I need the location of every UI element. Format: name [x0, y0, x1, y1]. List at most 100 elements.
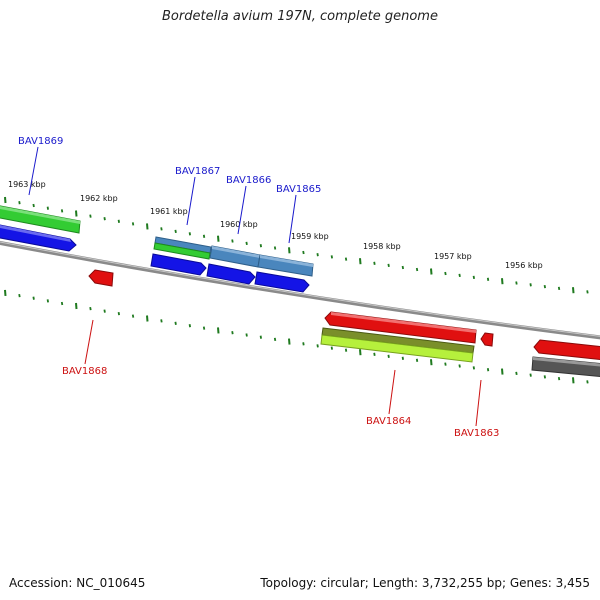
scale-tick — [174, 321, 177, 325]
scale-tick — [344, 257, 348, 261]
gene-label-bav1868[interactable]: BAV1868 — [62, 366, 107, 377]
feature-bav1867-blue[interactable] — [150, 253, 207, 276]
scale-tick — [217, 235, 220, 242]
scale-tick — [373, 261, 376, 265]
feature-bav1864-lime[interactable] — [320, 334, 474, 363]
scale-tick — [231, 331, 234, 335]
gene-label-bav1866[interactable]: BAV1866 — [226, 175, 271, 186]
scale-tick — [174, 229, 177, 234]
scale-tick — [217, 327, 220, 334]
scale-tick — [302, 342, 305, 346]
scale-tick — [515, 281, 518, 285]
feature-bav1865-steelblue[interactable] — [257, 254, 314, 277]
scale-tick — [245, 333, 248, 337]
scale-tick — [316, 344, 319, 348]
scale-tick — [586, 290, 589, 294]
scale-ticks-lower — [4, 289, 589, 384]
gene-label-bav1864[interactable]: BAV1864 — [366, 416, 411, 427]
scale-tick — [103, 217, 106, 221]
feature-right-red[interactable] — [533, 339, 600, 360]
scale-tick — [572, 377, 575, 384]
feature-bav1863-red[interactable] — [480, 332, 494, 347]
scale-tick — [529, 373, 532, 377]
scale-label-1961: 1961 kbp — [150, 207, 188, 216]
scale-tick — [4, 196, 7, 204]
gene-label-bav1869[interactable]: BAV1869 — [18, 136, 63, 147]
scale-tick — [60, 301, 64, 306]
scale-tick — [444, 271, 447, 276]
gene-label-leaders — [28, 146, 482, 427]
scale-tick — [401, 265, 404, 270]
scale-tick — [387, 354, 390, 358]
scale-tick — [415, 267, 419, 272]
scale-tick — [515, 371, 518, 376]
scale-tick — [89, 214, 92, 218]
scale-tick — [18, 201, 21, 205]
gene-label-bav1867[interactable]: BAV1867 — [175, 166, 220, 177]
scale-tick — [117, 311, 120, 316]
scale-tick — [160, 227, 163, 231]
scale-tick — [543, 284, 546, 289]
scale-tick — [146, 315, 149, 322]
scale-tick — [259, 335, 262, 339]
feature-bav1866-blue[interactable] — [206, 263, 256, 285]
scale-tick — [501, 368, 504, 375]
map-title: Bordetella avium 197N, complete genome — [162, 9, 438, 24]
scale-tick — [188, 232, 191, 236]
scale-tick — [458, 364, 461, 368]
scale-tick — [259, 244, 262, 248]
scale-tick — [75, 302, 78, 310]
feature-bav1869-blue[interactable] — [0, 224, 77, 252]
scale-tick — [231, 239, 234, 243]
scale-ticks-upper — [4, 196, 589, 294]
scale-tick — [430, 359, 433, 366]
genome-summary-text: Topology: circular; Length: 3,732,255 bp… — [260, 576, 590, 590]
scale-tick — [373, 352, 376, 356]
feature-bav1867-green[interactable] — [153, 242, 211, 260]
feature-right-grey[interactable] — [531, 356, 600, 378]
gene-label-bav1865[interactable]: BAV1865 — [276, 184, 321, 195]
scale-tick — [330, 255, 333, 259]
scale-tick — [330, 346, 333, 350]
scale-label-1962: 1962 kbp — [80, 194, 118, 203]
scale-label-1960: 1960 kbp — [220, 220, 258, 229]
scale-tick — [4, 289, 7, 296]
scale-tick — [160, 319, 163, 323]
scale-tick — [273, 337, 277, 342]
scale-tick — [444, 362, 447, 366]
scale-tick — [103, 309, 106, 313]
feature-bav1865-blue[interactable] — [254, 271, 310, 293]
scale-label-1958: 1958 kbp — [363, 242, 401, 251]
scale-tick — [202, 326, 206, 330]
scale-tick — [245, 241, 248, 246]
gene-label-bav1863[interactable]: BAV1863 — [454, 428, 499, 439]
scale-label-1959: 1959 kbp — [291, 232, 329, 241]
genome-backbone — [0, 240, 600, 340]
scale-tick — [117, 219, 120, 223]
scale-tick — [89, 306, 92, 311]
scale-tick — [430, 268, 433, 275]
scale-tick — [401, 356, 404, 360]
feature-bav1866-steelblue[interactable] — [209, 245, 261, 268]
scale-label-1963: 1963 kbp — [8, 180, 46, 189]
scale-tick — [557, 376, 561, 381]
scale-tick — [302, 250, 305, 255]
scale-tick — [146, 223, 149, 230]
scale-tick — [486, 368, 490, 372]
scale-tick — [32, 296, 35, 300]
feature-bav1869-green[interactable] — [0, 205, 81, 234]
scale-tick — [273, 246, 277, 250]
scale-tick — [415, 358, 419, 362]
scale-tick — [458, 273, 461, 278]
scale-label-1957: 1957 kbp — [434, 252, 472, 261]
scale-tick — [387, 263, 390, 268]
scale-tick — [288, 247, 291, 254]
scale-tick — [472, 275, 475, 280]
scale-tick — [543, 375, 546, 379]
scale-tick — [359, 258, 362, 265]
scale-tick — [316, 253, 319, 257]
scale-tick — [131, 314, 135, 318]
feature-bav1868-red[interactable] — [88, 269, 114, 287]
feature-bav1864-red[interactable] — [324, 311, 477, 344]
